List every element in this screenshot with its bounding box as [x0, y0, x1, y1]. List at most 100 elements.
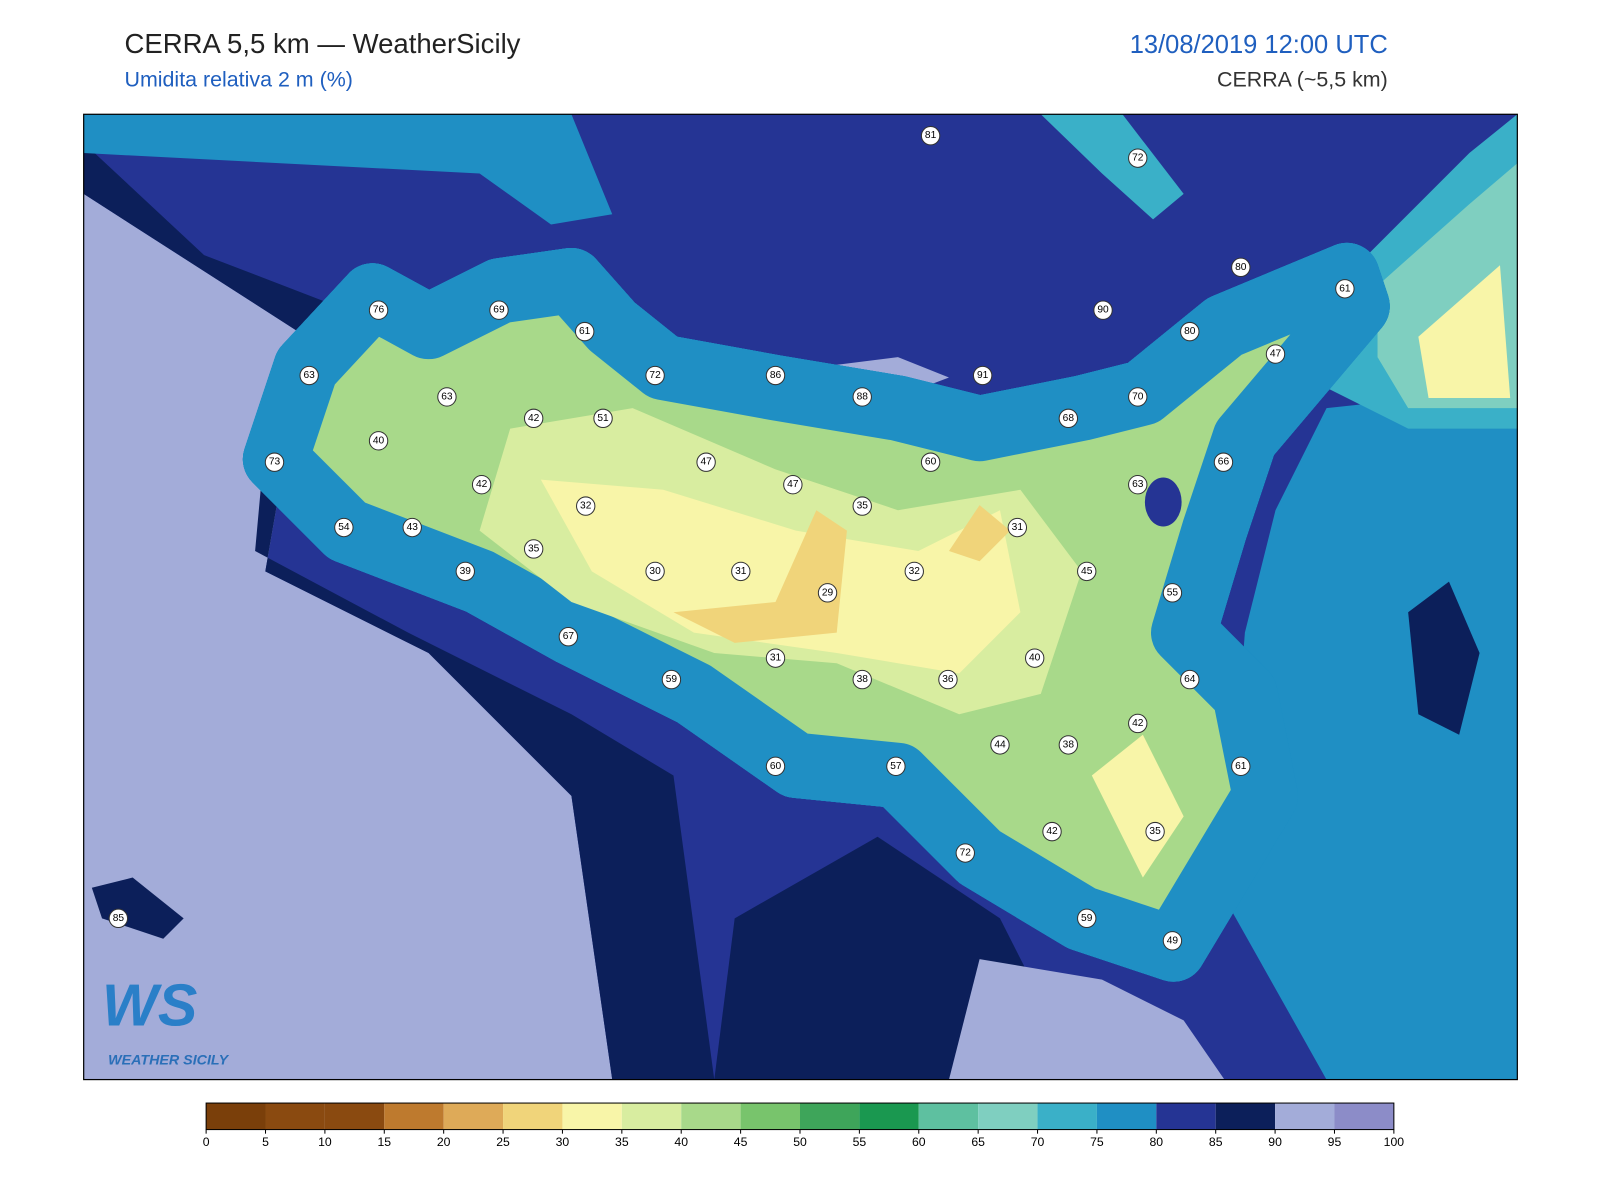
- station: 60: [765, 756, 786, 777]
- station-value: 40: [1029, 653, 1041, 664]
- station-marker: [1024, 648, 1045, 668]
- humid-sea: [83, 193, 613, 1080]
- station-marker: [1265, 344, 1286, 364]
- station-marker: [920, 126, 941, 146]
- station-value: 31: [1012, 522, 1024, 533]
- station-marker: [696, 452, 716, 472]
- colorbar-tick-label: 60: [912, 1135, 926, 1149]
- station-marker: [645, 365, 665, 386]
- station: 61: [574, 321, 595, 342]
- logo-text: WEATHER SICILY: [108, 1052, 229, 1068]
- station: 43: [402, 517, 422, 538]
- station-value: 43: [407, 522, 419, 533]
- station: 61: [1231, 756, 1251, 777]
- station: 63: [437, 387, 457, 407]
- station: 35: [523, 539, 544, 559]
- station-value: 72: [1132, 153, 1144, 164]
- station-marker: [1093, 300, 1113, 320]
- inland-drier: [540, 479, 1021, 674]
- colorbar-bin: [1215, 1103, 1276, 1130]
- station-marker: [1231, 257, 1251, 278]
- inland-driest: [948, 505, 1011, 562]
- station-value: 35: [528, 543, 540, 554]
- etna: [1144, 477, 1182, 527]
- station-marker: [972, 365, 993, 386]
- station-marker: [368, 300, 389, 320]
- map: 81 72 80 61 90 80 47 76 69 61 63 72 86 88 91 70 68 63 42 51…: [83, 114, 1518, 1080]
- station-marker: [920, 452, 941, 472]
- colorbar-tick-label: 40: [674, 1135, 688, 1149]
- station: 32: [904, 561, 924, 582]
- station: 68: [1058, 408, 1079, 429]
- station-marker: [1077, 561, 1097, 582]
- dry-sea: [1408, 581, 1480, 735]
- station: 40: [1024, 648, 1045, 668]
- station-value: 72: [649, 370, 661, 381]
- station: 81: [920, 126, 941, 146]
- colorbar-tick-label: 30: [556, 1135, 570, 1149]
- station: 49: [1162, 931, 1183, 951]
- station-value: 61: [1339, 283, 1351, 294]
- station-value: 42: [476, 479, 488, 490]
- colorbar-bin: [799, 1103, 860, 1130]
- station-value: 35: [1149, 826, 1161, 837]
- station-marker: [455, 561, 475, 582]
- station: 55: [1162, 583, 1183, 603]
- colorbar-tick-label: 65: [971, 1135, 985, 1149]
- station: 36: [938, 669, 958, 690]
- station-value: 54: [338, 522, 350, 533]
- colorbar-tick-label: 5: [262, 1135, 269, 1149]
- station: 64: [1180, 669, 1200, 690]
- station-value: 40: [373, 435, 385, 446]
- station-value: 60: [925, 457, 937, 468]
- station-value: 72: [960, 848, 972, 859]
- map-frame: [83, 113, 1518, 1081]
- station: 31: [765, 648, 786, 668]
- station-marker: [1162, 931, 1183, 951]
- station-value: 67: [563, 631, 575, 642]
- station: 31: [731, 561, 751, 582]
- station-value: 61: [579, 326, 591, 337]
- colorbar-tick-label: 80: [1150, 1135, 1164, 1149]
- station-marker: [299, 365, 319, 386]
- station-value: 64: [1184, 674, 1196, 685]
- station: 47: [1265, 344, 1286, 364]
- colorbar-tick-label: 85: [1209, 1135, 1223, 1149]
- station-marker: [1180, 321, 1200, 342]
- station: 63: [299, 365, 319, 386]
- station-value: 29: [822, 587, 834, 598]
- colorbar-bin: [265, 1103, 325, 1130]
- station-marker: [1335, 279, 1355, 299]
- colorbar-tick-label: 0: [203, 1135, 210, 1149]
- station-marker: [783, 474, 803, 495]
- station-value: 73: [269, 457, 281, 468]
- station: 72: [645, 365, 665, 386]
- colorbar-bin: [503, 1103, 563, 1130]
- station-value: 91: [977, 370, 989, 381]
- station: 88: [852, 387, 872, 407]
- station: 32: [576, 496, 596, 516]
- station: 59: [1077, 908, 1097, 929]
- station: 57: [886, 756, 906, 777]
- colorbar-bin: [1275, 1103, 1335, 1130]
- colorbar: 0 5 10 15 20 25 30 35 40 45 50 55 60 65 70 75 80 85 90 95 10…: [203, 1102, 1404, 1149]
- station-value: 35: [857, 501, 869, 512]
- station: 80: [1180, 321, 1200, 342]
- station-value: 42: [1046, 826, 1058, 837]
- colorbar-tick-label: 95: [1328, 1135, 1342, 1149]
- station: 73: [264, 452, 285, 472]
- pantelleria: [91, 877, 184, 939]
- station-value: 30: [649, 566, 661, 577]
- station-marker: [402, 517, 422, 538]
- station-marker: [264, 452, 285, 472]
- station-marker: [1058, 408, 1079, 429]
- station-value: 31: [770, 653, 782, 664]
- station-value: 47: [787, 479, 799, 490]
- colorbar-bin: [206, 1103, 266, 1130]
- station: 45: [1077, 561, 1097, 582]
- station: 60: [920, 452, 941, 472]
- station-value: 44: [994, 739, 1006, 750]
- model-label: CERRA (~5,5 km): [1217, 68, 1388, 92]
